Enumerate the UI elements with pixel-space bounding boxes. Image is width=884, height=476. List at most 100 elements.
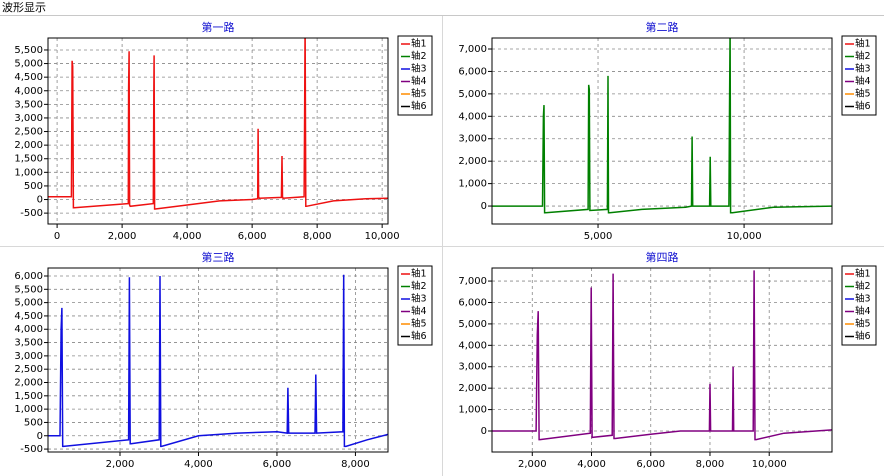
legend-label: 轴6 bbox=[855, 100, 871, 112]
y-tick-label: 3,000 bbox=[14, 351, 43, 362]
y-tick-label: 500 bbox=[24, 417, 43, 428]
y-tick-label: 6,000 bbox=[458, 66, 487, 77]
y-tick-label: 0 bbox=[37, 431, 43, 442]
y-tick-label: 5,000 bbox=[458, 319, 487, 330]
x-tick-label: 6,000 bbox=[263, 459, 292, 470]
plot-frame bbox=[47, 267, 389, 453]
y-tick-label: 5,500 bbox=[14, 45, 43, 56]
legend-label: 轴5 bbox=[411, 88, 427, 100]
chart-title: 第二路 bbox=[646, 20, 679, 34]
y-tick-label: 500 bbox=[24, 181, 43, 192]
chart-title: 第一路 bbox=[202, 20, 235, 34]
x-tick-label: 0 bbox=[54, 231, 60, 242]
y-tick-label: 5,000 bbox=[14, 59, 43, 70]
legend-label: 轴2 bbox=[411, 50, 427, 62]
x-tick-label: 8,000 bbox=[303, 231, 332, 242]
y-tick-label: 4,000 bbox=[14, 324, 43, 335]
y-tick-label: 1,000 bbox=[14, 404, 43, 415]
y-tick-label: 3,000 bbox=[14, 113, 43, 124]
y-tick-label: 4,000 bbox=[458, 340, 487, 351]
legend-label: 轴6 bbox=[855, 330, 871, 342]
window-title: 波形显示 bbox=[2, 1, 46, 14]
legend-label: 轴2 bbox=[411, 280, 427, 292]
legend-label: 轴5 bbox=[411, 318, 427, 330]
plot-area bbox=[492, 38, 832, 224]
y-tick-label: 5,000 bbox=[14, 298, 43, 309]
y-tick-label: -500 bbox=[20, 208, 43, 219]
legend-box bbox=[841, 35, 877, 116]
x-tick-label: 2,000 bbox=[106, 459, 135, 470]
legend-label: 轴5 bbox=[855, 88, 871, 100]
plot-frame bbox=[491, 37, 833, 225]
legend-label: 轴5 bbox=[855, 318, 871, 330]
legend-label: 轴3 bbox=[411, 63, 427, 75]
series-line bbox=[48, 38, 388, 210]
legend-label: 轴4 bbox=[411, 75, 427, 87]
legend-box bbox=[397, 35, 433, 116]
legend-label: 轴2 bbox=[855, 50, 871, 62]
y-tick-label: 3,500 bbox=[14, 99, 43, 110]
x-tick-label: 10,000 bbox=[727, 231, 762, 242]
x-tick-label: 4,000 bbox=[577, 459, 606, 470]
plot-area bbox=[48, 268, 388, 452]
y-tick-label: 2,000 bbox=[458, 383, 487, 394]
series-line bbox=[48, 274, 388, 448]
x-tick-label: 5,000 bbox=[584, 231, 613, 242]
legend-label: 轴4 bbox=[411, 305, 427, 317]
x-tick-label: 2,000 bbox=[108, 231, 137, 242]
y-tick-label: -500 bbox=[20, 444, 43, 455]
y-tick-label: 1,000 bbox=[458, 405, 487, 416]
legend-box bbox=[397, 265, 433, 346]
y-tick-label: 4,000 bbox=[14, 86, 43, 97]
legend-label: 轴3 bbox=[855, 63, 871, 75]
legend-box bbox=[841, 265, 877, 346]
series-line bbox=[492, 38, 832, 214]
legend-label: 轴1 bbox=[411, 38, 427, 50]
y-tick-label: 1,500 bbox=[14, 154, 43, 165]
legend-label: 轴6 bbox=[411, 100, 427, 112]
y-tick-label: 4,500 bbox=[14, 311, 43, 322]
y-tick-label: 4,500 bbox=[14, 72, 43, 83]
legend-label: 轴1 bbox=[855, 268, 871, 280]
y-tick-label: 1,000 bbox=[14, 167, 43, 178]
y-tick-label: 1,000 bbox=[458, 179, 487, 190]
x-tick-label: 4,000 bbox=[173, 231, 202, 242]
y-tick-label: 5,500 bbox=[14, 284, 43, 295]
y-tick-label: 3,000 bbox=[458, 362, 487, 373]
y-tick-label: 2,500 bbox=[14, 127, 43, 138]
legend-label: 轴2 bbox=[855, 280, 871, 292]
legend-label: 轴1 bbox=[855, 38, 871, 50]
plot-frame bbox=[47, 37, 389, 225]
y-tick-label: 0 bbox=[37, 195, 43, 206]
series-line bbox=[492, 270, 832, 441]
y-tick-label: 2,000 bbox=[14, 378, 43, 389]
y-tick-label: 3,500 bbox=[14, 338, 43, 349]
x-tick-label: 4,000 bbox=[184, 459, 213, 470]
chart-title: 第四路 bbox=[646, 250, 679, 264]
plot-frame bbox=[491, 267, 833, 453]
y-tick-label: 1,500 bbox=[14, 391, 43, 402]
y-tick-label: 2,000 bbox=[458, 156, 487, 167]
x-tick-label: 6,000 bbox=[238, 231, 267, 242]
legend-label: 轴1 bbox=[411, 268, 427, 280]
y-tick-label: 2,000 bbox=[14, 140, 43, 151]
legend-label: 轴6 bbox=[411, 330, 427, 342]
plot-area bbox=[48, 38, 388, 224]
y-tick-label: 4,000 bbox=[458, 111, 487, 122]
x-tick-label: 8,000 bbox=[696, 459, 725, 470]
y-tick-label: 5,000 bbox=[458, 89, 487, 100]
legend-label: 轴3 bbox=[855, 293, 871, 305]
legend-label: 轴3 bbox=[411, 293, 427, 305]
x-tick-label: 10,000 bbox=[365, 231, 400, 242]
x-tick-label: 2,000 bbox=[518, 459, 547, 470]
y-tick-label: 3,000 bbox=[458, 134, 487, 145]
y-tick-label: 2,500 bbox=[14, 364, 43, 375]
y-tick-label: 0 bbox=[481, 426, 487, 437]
y-tick-label: 7,000 bbox=[458, 44, 487, 55]
x-tick-label: 10,000 bbox=[752, 459, 787, 470]
legend-label: 轴4 bbox=[855, 305, 871, 317]
y-tick-label: 0 bbox=[481, 201, 487, 212]
x-tick-label: 6,000 bbox=[636, 459, 665, 470]
x-tick-label: 8,000 bbox=[341, 459, 370, 470]
